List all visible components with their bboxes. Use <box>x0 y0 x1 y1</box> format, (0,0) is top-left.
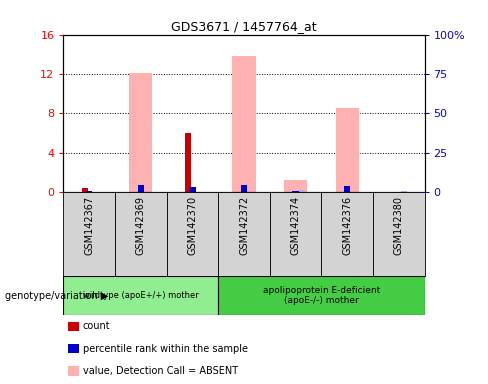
Text: apolipoprotein E-deficient
(apoE-/-) mother: apolipoprotein E-deficient (apoE-/-) mot… <box>263 286 380 305</box>
Bar <box>86 191 92 192</box>
Text: GSM142376: GSM142376 <box>342 196 352 255</box>
Text: genotype/variation ▶: genotype/variation ▶ <box>5 291 108 301</box>
Bar <box>292 191 299 192</box>
Text: value, Detection Call = ABSENT: value, Detection Call = ABSENT <box>83 366 238 376</box>
Bar <box>189 187 196 192</box>
Text: GSM142370: GSM142370 <box>187 196 198 255</box>
Bar <box>115 192 166 276</box>
Bar <box>322 192 373 276</box>
Bar <box>63 192 115 276</box>
Bar <box>344 186 350 192</box>
Bar <box>129 73 152 192</box>
Bar <box>185 133 191 192</box>
Bar <box>284 180 307 192</box>
Bar <box>336 108 359 192</box>
Bar <box>82 188 88 192</box>
Title: GDS3671 / 1457764_at: GDS3671 / 1457764_at <box>171 20 317 33</box>
Bar <box>241 185 247 192</box>
Bar <box>401 190 407 192</box>
Text: GSM142380: GSM142380 <box>394 196 404 255</box>
Bar <box>218 276 425 315</box>
Text: GSM142372: GSM142372 <box>239 196 249 255</box>
Text: GSM142369: GSM142369 <box>136 196 146 255</box>
Bar <box>218 192 270 276</box>
Bar <box>373 192 425 276</box>
Bar <box>298 190 304 192</box>
Text: count: count <box>83 321 111 331</box>
Text: wildtype (apoE+/+) mother: wildtype (apoE+/+) mother <box>83 291 199 300</box>
Text: GSM142367: GSM142367 <box>84 196 94 255</box>
Bar <box>270 192 322 276</box>
Bar <box>232 56 256 192</box>
Bar <box>63 276 218 315</box>
Bar <box>138 185 144 192</box>
Text: GSM142374: GSM142374 <box>290 196 301 255</box>
Bar <box>166 192 218 276</box>
Text: percentile rank within the sample: percentile rank within the sample <box>83 344 248 354</box>
